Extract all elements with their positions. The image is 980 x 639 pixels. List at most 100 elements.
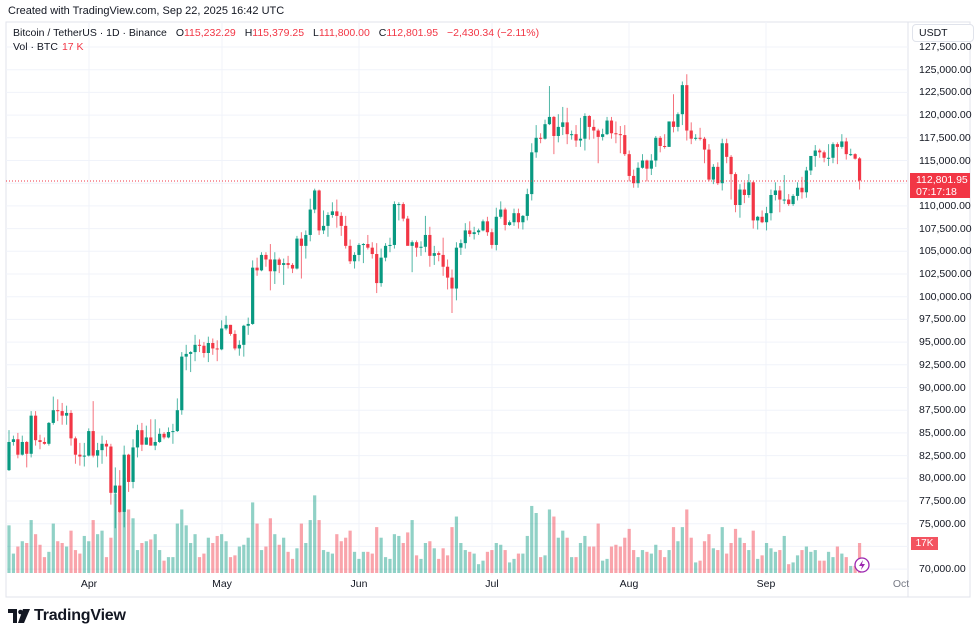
- candle-body: [251, 267, 255, 324]
- candle-body: [113, 485, 117, 493]
- candle-body: [33, 415, 38, 441]
- volume-bar: [251, 502, 255, 573]
- volume-bar: [804, 546, 808, 573]
- candle-body: [764, 213, 769, 223]
- volume-bar: [534, 513, 538, 573]
- candle-body: [211, 343, 215, 349]
- volume-bar: [233, 555, 237, 573]
- price-tick-label: 105,000.00: [919, 245, 972, 258]
- volume-bar: [747, 550, 751, 573]
- candle-body: [242, 325, 246, 345]
- volume-bar: [344, 537, 348, 573]
- candle-body: [468, 230, 472, 235]
- candle-body: [295, 238, 299, 269]
- candle-body: [459, 243, 463, 248]
- candle-body: [383, 245, 388, 258]
- candle-body: [618, 134, 622, 136]
- candle-body: [401, 204, 405, 219]
- price-tick-label: 127,500.00: [919, 41, 972, 53]
- volume-bar: [605, 558, 609, 573]
- volume-bar: [676, 541, 680, 573]
- candle-body: [29, 415, 33, 454]
- candle-body: [51, 410, 55, 423]
- candle-body: [228, 324, 233, 334]
- candle-body: [476, 230, 481, 233]
- volume-label[interactable]: Vol · BTC: [13, 41, 58, 53]
- candle-body: [237, 344, 241, 349]
- volume-bar: [64, 546, 69, 573]
- candle-body: [609, 120, 614, 134]
- tradingview-logo[interactable]: TradingView: [8, 607, 126, 625]
- volume-bars: [7, 477, 862, 573]
- volume-bar: [809, 551, 813, 573]
- volume-bar: [189, 543, 193, 573]
- volume-bar: [685, 509, 689, 573]
- volume-bar: [104, 557, 109, 573]
- candle-body: [849, 154, 853, 156]
- candle-body: [47, 422, 51, 444]
- candle-body: [499, 209, 503, 217]
- volume-bar: [521, 553, 525, 573]
- candle-body: [397, 204, 401, 206]
- candle-body: [153, 441, 157, 446]
- candle-body: [127, 454, 131, 482]
- candle-body: [366, 244, 370, 248]
- candle-body: [38, 440, 42, 442]
- volume-bar: [184, 525, 188, 573]
- candle-body: [344, 225, 348, 246]
- candle-body: [818, 150, 822, 153]
- candle-body: [769, 195, 773, 214]
- volume-bar: [570, 557, 574, 573]
- volume-bar: [733, 528, 738, 573]
- candle-body: [857, 158, 862, 181]
- candle-body: [835, 144, 840, 147]
- candle-body: [742, 189, 746, 196]
- volume-bar: [370, 553, 374, 573]
- volume-bar: [756, 558, 760, 573]
- volume-bar: [791, 562, 795, 573]
- volume-bar: [795, 555, 800, 573]
- volume-bar: [242, 544, 246, 573]
- candle-body: [534, 137, 538, 153]
- price-tick-label: 117,500.00: [919, 131, 971, 144]
- candle-body: [224, 324, 228, 329]
- volume-bar: [202, 553, 206, 573]
- volume-bar: [516, 553, 521, 573]
- candle-body: [100, 443, 104, 451]
- candle-body: [481, 221, 485, 231]
- volume-bar: [56, 541, 60, 573]
- symbol-name[interactable]: Bitcoin / TetherUS · 1D · Binance: [13, 27, 167, 39]
- candle-body: [352, 254, 357, 262]
- candle-body: [601, 134, 605, 137]
- price-tick-label: 102,500.00: [919, 268, 972, 280]
- volume-bar: [282, 537, 286, 573]
- volume-bar: [268, 518, 272, 573]
- candle-body: [166, 431, 171, 438]
- candle-body: [361, 244, 365, 246]
- volume-bar: [773, 551, 777, 573]
- candle-body: [587, 116, 591, 127]
- candle-body: [791, 195, 795, 205]
- candle-body: [286, 263, 290, 265]
- price-tick-label: 92,500.00: [919, 358, 966, 371]
- candle-body: [445, 266, 450, 278]
- candle-body: [707, 149, 711, 180]
- volume-bar: [463, 550, 467, 573]
- chart-frame: [5, 21, 971, 598]
- created-with-caption: Created with TradingView.com, Sep 22, 20…: [8, 5, 285, 17]
- volume-bar: [499, 544, 503, 573]
- volume-bar: [729, 543, 733, 573]
- volume-bar: [654, 544, 658, 573]
- volume-bar: [47, 551, 51, 573]
- candle-body: [348, 245, 352, 262]
- candles: [7, 74, 862, 529]
- candle-body: [747, 182, 751, 196]
- volume-bar: [308, 520, 312, 573]
- lightning-icon[interactable]: [854, 557, 870, 573]
- candle-body: [206, 343, 210, 353]
- volume-bar: [149, 539, 153, 573]
- currency-button[interactable]: USDT: [912, 24, 974, 42]
- candle-body: [171, 431, 175, 433]
- candle-body: [273, 259, 277, 272]
